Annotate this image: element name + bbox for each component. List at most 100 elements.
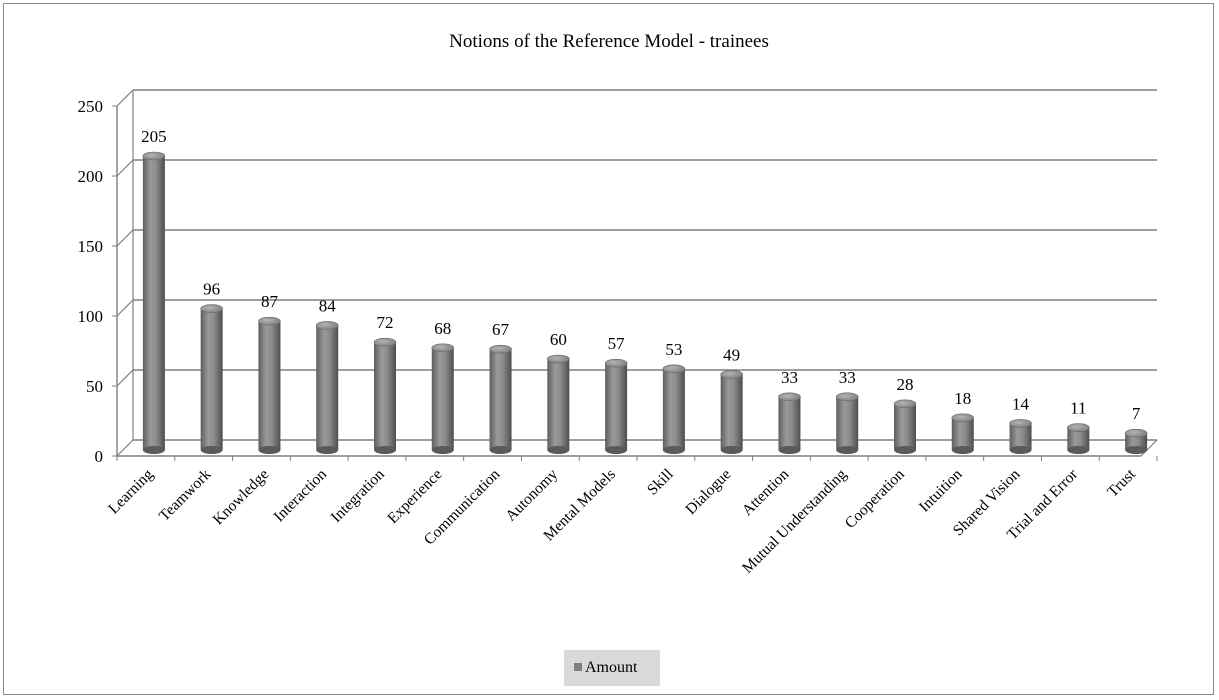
bar-cap [893, 399, 917, 409]
bar-body [605, 363, 628, 450]
bar [604, 358, 628, 454]
bar [489, 344, 512, 454]
bar-cap [1124, 428, 1148, 438]
bar-base [778, 446, 801, 454]
bar-body [1125, 433, 1148, 450]
bar-base [1125, 446, 1148, 454]
bar-cap [547, 354, 570, 364]
bar-body [778, 396, 801, 450]
data-label: 205 [141, 127, 167, 146]
bar-cap [142, 151, 166, 161]
bar-body [547, 359, 570, 450]
y-tick-label: 150 [78, 237, 104, 256]
bar [720, 370, 743, 454]
bar-body [374, 342, 396, 450]
data-label: 53 [665, 340, 682, 359]
data-label: 28 [897, 375, 914, 394]
chart-title: Notions of the Reference Model - trainee… [449, 31, 769, 52]
bar [1067, 423, 1090, 454]
category-label: Autonomy [502, 466, 561, 525]
bar-base [258, 446, 281, 454]
category-label: Dialogue [682, 466, 734, 518]
category-label: Mutual Understanding [739, 466, 850, 577]
bar-body [258, 321, 281, 450]
bar-cap [373, 337, 397, 347]
category-label: Experience [384, 466, 445, 527]
y-tick-label: 200 [78, 167, 104, 186]
bar-cap [951, 413, 975, 423]
gridlines [116, 89, 1157, 457]
bar [835, 392, 859, 454]
bar-cap [835, 392, 859, 402]
bar [142, 151, 166, 454]
gridline-depth [116, 229, 134, 247]
bar-body [894, 403, 916, 450]
bar-body [1009, 423, 1032, 450]
bar-body [836, 396, 859, 450]
bar-body [142, 156, 165, 450]
bar-body [489, 349, 512, 450]
category-label: Interaction [271, 466, 331, 526]
legend: Amount [564, 650, 660, 686]
data-label: 49 [723, 345, 740, 364]
category-label: Teamwork [156, 466, 215, 525]
bar-cap [431, 343, 455, 353]
floor-edge [1140, 439, 1158, 457]
bar [1124, 428, 1148, 454]
data-labels: 205 96 87 84 72 68 67 60 57 53 49 33 33 28 18 14 11 7 [141, 127, 1141, 423]
y-tick-label: 250 [78, 97, 104, 116]
bar-cap [258, 316, 281, 326]
data-label: 7 [1132, 404, 1141, 423]
category-label: Skill [644, 466, 677, 499]
bar-cap [720, 370, 743, 379]
bar-body [951, 417, 974, 450]
category-label: Cooperation [842, 466, 908, 532]
data-label: 87 [261, 292, 279, 311]
bar-body [200, 308, 223, 450]
y-tick-label: 100 [78, 307, 104, 326]
bar-base [431, 446, 454, 454]
bar [547, 354, 570, 454]
data-label: 18 [954, 389, 971, 408]
bar-base [1009, 446, 1032, 454]
bar-cap [1067, 423, 1090, 432]
bar-base [142, 446, 165, 454]
data-label: 60 [550, 330, 567, 349]
bar-cap [778, 392, 801, 402]
bar-body [662, 368, 685, 450]
gridline-depth [116, 299, 134, 317]
bar-base [489, 446, 512, 454]
bar [893, 399, 917, 454]
data-label: 67 [492, 320, 510, 339]
bars [142, 151, 1148, 454]
data-label: 14 [1012, 394, 1030, 413]
gridline-depth [116, 369, 134, 387]
category-label: Trust [1104, 465, 1139, 500]
bar-base [951, 446, 974, 454]
bar-cap [200, 304, 223, 313]
category-label: Attention [739, 466, 793, 520]
bar-base [662, 446, 685, 454]
bar [258, 316, 281, 454]
bar [778, 392, 801, 454]
bar-base [1067, 446, 1090, 454]
bar-cap [662, 364, 686, 374]
bar-body [431, 347, 454, 450]
bar [1009, 419, 1032, 454]
data-label: 72 [377, 313, 394, 332]
bar-base [374, 446, 396, 454]
bar [951, 413, 975, 454]
bar-cap [1009, 419, 1032, 428]
data-label: 57 [608, 334, 626, 353]
bar [315, 321, 339, 454]
bar-base [894, 446, 916, 454]
legend-label: Amount [585, 659, 638, 676]
bar [200, 304, 223, 454]
category-label: Intuition [916, 466, 966, 516]
bar [431, 343, 455, 454]
category-label: Learning [105, 466, 157, 518]
bar-body [316, 325, 339, 450]
y-axis-ticks: 0 50 100 150 200 250 [78, 97, 117, 466]
data-label: 11 [1070, 399, 1086, 418]
